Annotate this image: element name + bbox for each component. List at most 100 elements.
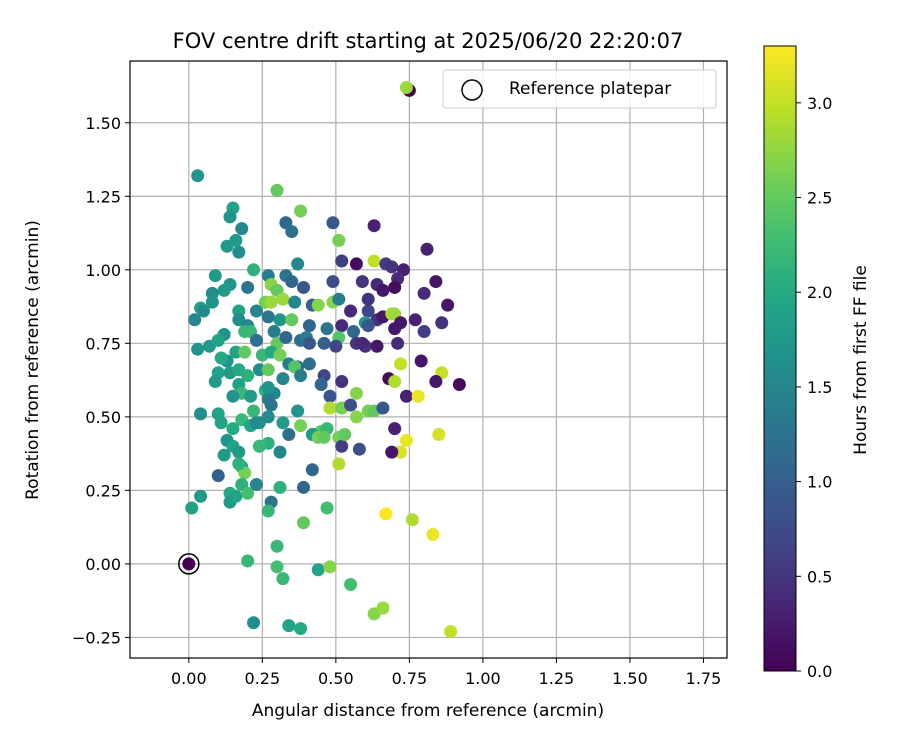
scatter-point (291, 257, 305, 271)
scatter-point (226, 389, 240, 403)
scatter-point (311, 298, 325, 312)
y-tick-label: 0.25 (85, 481, 121, 500)
scatter-point (238, 345, 252, 359)
x-tick-label: 0.75 (392, 669, 428, 688)
scatter-point (302, 336, 316, 350)
y-axis-label: Rotation from reference (arcmin) (23, 220, 43, 500)
scatter-point (420, 242, 434, 256)
scatter-point (264, 398, 278, 412)
scatter-point (394, 357, 408, 371)
scatter-point (267, 325, 281, 339)
scatter-point (208, 269, 222, 283)
scatter-point (317, 336, 331, 350)
scatter-point (194, 489, 208, 503)
scatter-point (379, 507, 393, 521)
chart-title: FOV centre drift starting at 2025/06/20 … (173, 29, 684, 53)
legend-label: Reference platepar (509, 79, 671, 99)
scatter-point (302, 319, 316, 333)
scatter-point (241, 369, 255, 383)
reference-marker (178, 553, 200, 575)
scatter-point (241, 486, 255, 500)
scatter-point (349, 410, 363, 424)
scatter-point (411, 389, 425, 403)
scatter-point (352, 442, 366, 456)
scatter-point (273, 480, 287, 494)
scatter-point (338, 427, 352, 441)
scatter-point (323, 401, 337, 415)
scatter-point (399, 389, 413, 403)
scatter-point (399, 433, 413, 447)
x-tick-label: 0.50 (318, 669, 354, 688)
scatter-point (441, 298, 455, 312)
colorbar-tick-label: 1.0 (807, 473, 832, 492)
reference-ring (178, 553, 200, 575)
scatter-point (261, 310, 275, 324)
colorbar-tick-label: 2.0 (807, 283, 832, 302)
scatter-point (191, 342, 205, 356)
scatter-point (191, 169, 205, 183)
scatter-point (229, 489, 243, 503)
scatter-point (320, 501, 334, 515)
scatter-point (247, 616, 261, 630)
scatter-point (294, 622, 308, 636)
scatter-point (326, 216, 340, 230)
scatter-point (323, 560, 337, 574)
scatter-point (294, 204, 308, 218)
scatter-point (329, 339, 343, 353)
scatter-point (388, 322, 402, 336)
x-tick-label: 1.25 (539, 669, 575, 688)
scatter-point (261, 410, 275, 424)
scatter-point (249, 416, 263, 430)
scatter-point (270, 539, 284, 553)
scatter-point (335, 254, 349, 268)
scatter-point (332, 233, 346, 247)
scatter-point (349, 386, 363, 400)
scatter-point (270, 183, 284, 197)
colorbar-gradient (763, 45, 797, 672)
scatter-point (388, 280, 402, 294)
colorbar-tick-label: 1.5 (807, 378, 832, 397)
scatter-point (452, 377, 466, 391)
scatter-point (444, 625, 458, 639)
x-tick-label: 1.50 (612, 669, 648, 688)
scatter-point (335, 375, 349, 389)
y-tick-label: 0.75 (85, 334, 121, 353)
scatter-point (385, 260, 399, 274)
scatter-point (297, 516, 311, 530)
scatter-point (367, 219, 381, 233)
scatter-point (361, 304, 375, 318)
scatter-point (282, 427, 296, 441)
scatter-point (247, 404, 261, 418)
scatter-point (320, 322, 334, 336)
scatter-point (417, 325, 431, 339)
scatter-point (361, 319, 375, 333)
scatter-point (326, 275, 340, 289)
scatter-point (273, 348, 287, 362)
x-axis-label: Angular distance from reference (arcmin) (252, 701, 604, 721)
scatter-point (261, 380, 275, 394)
scatter-point (344, 304, 358, 318)
scatter-point (367, 254, 381, 268)
scatter-point (211, 333, 225, 347)
y-axis-ticks: −0.25 0.00 0.25 0.50 0.75 1.00 1.25 1.50 (72, 114, 130, 647)
scatter-point (426, 527, 440, 541)
scatter-point (376, 601, 390, 615)
reference-point (182, 557, 196, 571)
scatter-point (370, 339, 384, 353)
legend: Reference platepar (442, 69, 717, 109)
scatter-point (332, 292, 346, 306)
scatter-point (349, 257, 363, 271)
colorbar-tick-label: 0.0 (807, 662, 832, 681)
scatter-point (217, 448, 231, 462)
y-tick-label: −0.25 (72, 628, 121, 647)
scatter-point (208, 375, 222, 389)
y-tick-label: 0.00 (85, 555, 121, 574)
scatter-point (355, 275, 369, 289)
scatter-point (323, 389, 337, 403)
plot-frame (129, 60, 728, 659)
scatter-point (417, 286, 431, 300)
scatter-point (317, 430, 331, 444)
scatter-point (285, 225, 299, 239)
scatter-point (294, 369, 308, 383)
colorbar-label: Hours from first FF file (851, 265, 871, 455)
